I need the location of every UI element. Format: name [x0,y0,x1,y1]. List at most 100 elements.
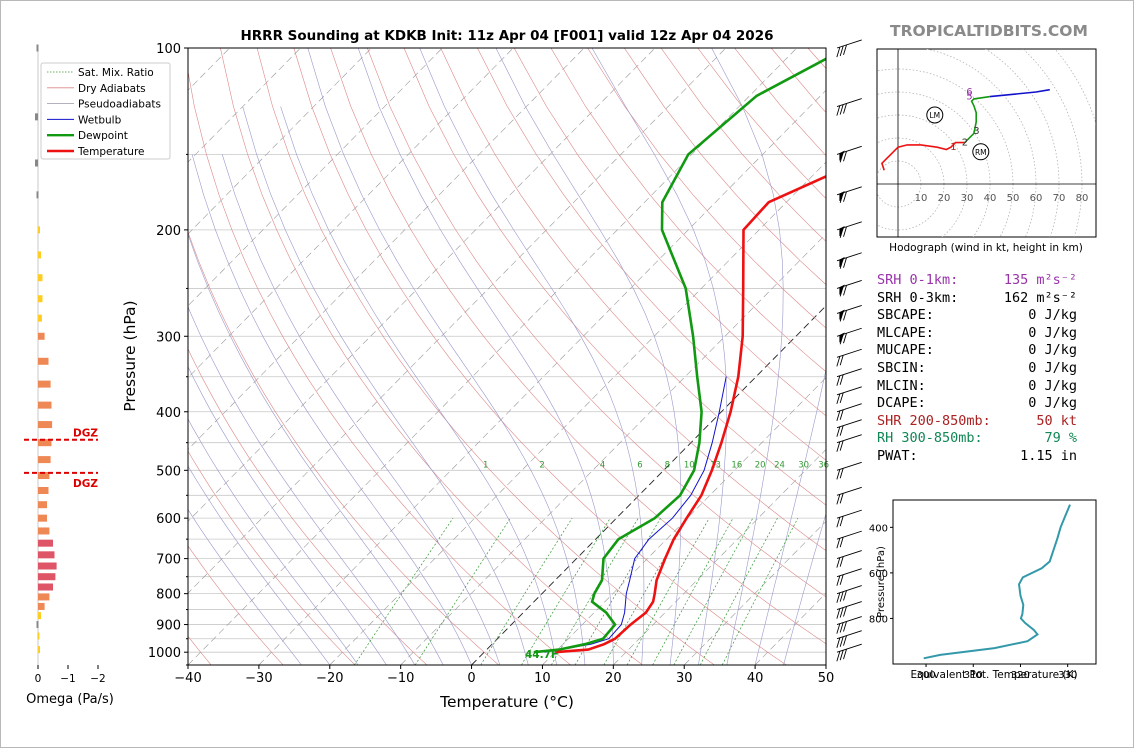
wind-barb-feather [839,650,844,661]
legend-label: Sat. Mix. Ratio [78,67,154,79]
y-tick-label: 400 [156,406,181,421]
theta-e-xlabel: Equivalent Pot. Temperature (K) [910,669,1077,681]
wind-barb-feather [843,590,847,601]
wind-barb [836,643,862,653]
storm-motion-label: RM [975,148,987,157]
wind-barb-feather [839,392,844,403]
theta-e-x-tick-label: 330 [1058,670,1077,681]
stat-row: PWAT: 1.15 in [877,448,1107,466]
stat-row: DCAPE: 0 J/kg [877,395,1107,413]
dry-adiabat [188,545,284,665]
theta-e-line [923,504,1071,660]
mixing-ratio-label: 8 [665,460,670,470]
wind-barb-feather [839,227,844,239]
wind-barb-feather [839,45,844,57]
wetbulb-line [544,376,727,653]
wind-barb-feather [843,310,847,321]
mixing-ratio-label: 4 [600,460,605,470]
hodograph-ring-label: 50 [1007,193,1020,204]
stat-label: SBCAPE: [877,307,934,324]
pseudoadiabat [711,48,784,665]
mixing-ratio-line [550,518,639,665]
mixing-ratio-line [673,518,754,665]
wind-barb-feather [839,286,844,297]
theta-e-axes [892,499,1097,665]
wind-barb [836,530,862,540]
surface-temp-label: 44.7F [525,649,558,661]
wind-barb-feather [836,393,841,405]
wind-barb-feather [836,592,841,603]
omega-bar [38,472,50,480]
y-tick-label: 1000 [148,646,181,661]
wind-barb-feather [836,441,841,452]
isotherm [471,305,826,665]
hodograph-trace [964,95,991,144]
theta-e-x-tick-label: 320 [1011,670,1030,681]
wind-barb-feather [843,648,847,660]
wind-barb [836,550,862,560]
hodograph-ring-label: 20 [938,193,951,204]
dry-adiabat [188,69,571,665]
pseudoadiabat [188,465,331,665]
stat-label: SBCIN: [877,359,926,376]
omega-bar [38,421,53,429]
omega-xlabel: Omega (Pa/s) [26,692,114,707]
dewpoint-line [533,57,826,654]
pseudoadiabat [357,48,614,665]
skewt-traces [533,57,826,654]
mixing-ratio-label: 2 [539,460,544,470]
stat-label: RH 300-850mb: [877,430,983,447]
stat-row: SHR 200-850mb: 50 kt [877,413,1107,431]
wind-barb-feather [836,637,841,648]
omega-bar [38,593,50,601]
wind-barb-feather [843,257,847,268]
isotherm [684,520,826,665]
wind-barb-feather [836,375,841,386]
wind-barb-feather [843,151,847,162]
omega-bar [38,251,41,259]
wind-barb-feather [843,621,847,632]
dry-adiabat [256,48,715,665]
x-tick-label: 30 [676,671,693,686]
storm-motion-label: LM [929,111,940,120]
omega-tick-label: −2 [90,673,105,685]
mixing-ratio-label: 13 [710,460,721,470]
theta-e-ylabel: Pressure (hPa) [876,546,887,618]
wind-barb [836,386,862,396]
pseudoadiabat [188,305,416,665]
brand-logo: TROPICALTIDBITS.COM [890,22,1088,40]
legend-label: Dry Adiabats [78,83,146,95]
hodograph-axes [876,48,1097,238]
omega-bar [38,602,45,610]
legend-label: Pseudoadiabats [78,99,161,111]
mixing-ratio-label: 10 [684,460,695,470]
wind-barb [836,419,862,429]
hodograph: 10 20 30 40 50 60 70 80 LM RM 1 23 56 [877,49,1096,237]
stat-label: SHR 200-850mb: [877,412,991,429]
wind-barb-feather [843,606,847,617]
mixing-ratio-label: 20 [755,460,766,470]
pseudoadiabat [307,48,586,665]
stat-row: MUCAPE: 0 J/kg [877,342,1107,360]
wind-barb [836,630,862,640]
omega-bar [38,357,49,365]
isotherm [613,449,826,665]
mixing-ratio-line [699,518,778,665]
x-tick-label: 0 [467,671,475,686]
legend-label: Temperature [77,146,145,158]
stat-row: SBCAPE: 0 J/kg [877,307,1107,325]
wind-barb-feather [839,334,844,345]
omega-bar [38,439,52,447]
mixing-ratio-line [521,518,611,665]
stat-value: 0 J/kg [1028,377,1077,394]
wind-barb-feather [839,311,844,322]
y-tick-label: 100 [156,42,181,57]
hodograph-trace [880,141,965,171]
omega-bar [37,632,40,640]
wind-barb-feather [843,103,847,114]
omega-bar [38,456,51,464]
isotherm [329,161,826,665]
wind-barb-feather [836,575,841,586]
hodograph-height-label: 6 [966,87,972,98]
wind-barb-feather [839,409,844,420]
